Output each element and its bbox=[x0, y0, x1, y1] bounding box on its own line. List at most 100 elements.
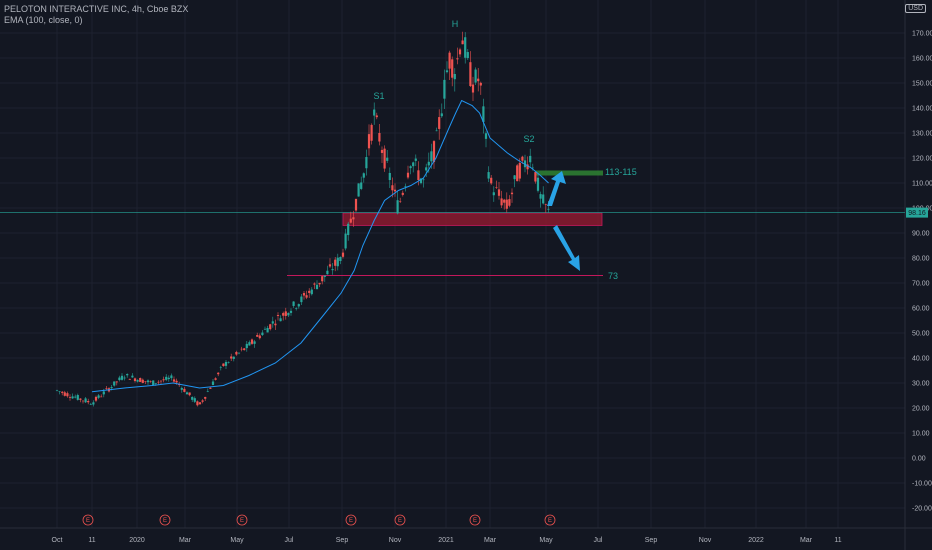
earnings-marker[interactable] bbox=[82, 514, 94, 526]
candle-body bbox=[196, 401, 199, 406]
candle-body bbox=[144, 381, 147, 382]
earnings-marker-label: E bbox=[548, 518, 552, 524]
candle-body bbox=[375, 115, 378, 118]
earnings-marker-label: E bbox=[398, 518, 402, 524]
time-tick-label: May bbox=[230, 537, 244, 544]
price-tick-label: 170.00 bbox=[912, 31, 932, 38]
candle-body bbox=[430, 151, 433, 162]
earnings-marker[interactable] bbox=[544, 514, 556, 526]
earnings-marker[interactable] bbox=[394, 514, 406, 526]
arrow-up[interactable] bbox=[547, 171, 566, 206]
price-tick-label: 160.00 bbox=[912, 56, 932, 63]
candle-body bbox=[464, 37, 467, 58]
candle-body bbox=[185, 392, 189, 395]
arrow-down[interactable] bbox=[553, 225, 580, 271]
candle-body bbox=[178, 384, 181, 386]
candle-body bbox=[357, 183, 360, 197]
target-zone[interactable] bbox=[535, 170, 603, 176]
candle-body bbox=[217, 372, 220, 375]
candle-body bbox=[94, 396, 98, 401]
support-zone[interactable] bbox=[342, 212, 603, 226]
candle-body bbox=[240, 348, 243, 350]
last-price-tag[interactable] bbox=[906, 207, 928, 218]
candle-body bbox=[477, 78, 480, 82]
time-tick-label: 11 bbox=[88, 537, 95, 544]
candle-body bbox=[235, 351, 238, 355]
candle-body bbox=[339, 257, 342, 261]
annotation-s1[interactable]: S1 bbox=[373, 91, 384, 101]
candle-body bbox=[230, 356, 233, 359]
ema-indicator-label[interactable]: EMA (100, close, 0) bbox=[4, 15, 83, 25]
time-tick-label: Mar bbox=[484, 537, 497, 544]
candle-body bbox=[471, 84, 475, 93]
annotation-target-up[interactable]: 113-115 bbox=[605, 167, 637, 177]
candle-body bbox=[362, 173, 365, 178]
candle-body bbox=[461, 40, 464, 45]
candle-body bbox=[97, 395, 100, 398]
candle-body bbox=[370, 124, 373, 141]
candle-body bbox=[399, 201, 402, 202]
earnings-marker[interactable] bbox=[159, 514, 171, 526]
earnings-marker[interactable] bbox=[469, 514, 481, 526]
time-tick-label: 2022 bbox=[748, 537, 764, 544]
candle-body bbox=[495, 187, 498, 188]
candle-body bbox=[136, 379, 139, 382]
candle-body bbox=[406, 172, 410, 178]
candle-body bbox=[383, 148, 386, 169]
candle-body bbox=[300, 296, 303, 303]
candle-body bbox=[536, 177, 540, 191]
candle-body bbox=[443, 79, 446, 99]
candle-body bbox=[500, 198, 503, 206]
price-tick-label: 40.00 bbox=[912, 356, 930, 363]
candle-body bbox=[492, 192, 495, 196]
candle-body bbox=[58, 391, 61, 392]
candle-body bbox=[271, 321, 274, 324]
candle-body bbox=[279, 318, 282, 322]
annotation-head[interactable]: H bbox=[452, 19, 459, 29]
earnings-marker[interactable] bbox=[236, 514, 248, 526]
candle-body bbox=[479, 82, 482, 86]
candle-body bbox=[92, 402, 95, 405]
candle-body bbox=[497, 189, 501, 196]
candle-body bbox=[118, 377, 121, 381]
price-tick-label: 150.00 bbox=[912, 81, 932, 88]
candle-body bbox=[113, 381, 116, 386]
candle-body bbox=[214, 378, 217, 380]
candle-body bbox=[542, 194, 545, 204]
candle-body bbox=[81, 400, 85, 402]
candle-body bbox=[149, 381, 152, 382]
candle-body bbox=[287, 312, 290, 316]
candle-body bbox=[74, 396, 77, 398]
candle-body bbox=[448, 52, 451, 69]
annotation-target-down[interactable]: 73 bbox=[608, 271, 618, 281]
candle-body bbox=[318, 282, 321, 285]
candle-body bbox=[269, 324, 272, 330]
earnings-marker[interactable] bbox=[345, 514, 357, 526]
candle-body bbox=[71, 396, 74, 399]
price-tick-label: 90.00 bbox=[912, 231, 930, 238]
currency-badge[interactable]: USD bbox=[905, 4, 926, 13]
candle-body bbox=[391, 185, 394, 191]
candle-body bbox=[206, 391, 209, 392]
time-tick-label: Jul bbox=[285, 537, 294, 544]
symbol-title[interactable]: PELOTON INTERACTIVE INC, 4h, Cboe BZX bbox=[4, 4, 189, 14]
candle-body bbox=[456, 58, 459, 60]
candle-body bbox=[87, 401, 90, 403]
candle-body bbox=[183, 388, 186, 392]
candle-body bbox=[334, 259, 337, 266]
candle-body bbox=[180, 387, 183, 390]
ema-line[interactable] bbox=[91, 99, 549, 393]
candle-body bbox=[154, 383, 157, 385]
price-tick-label: 120.00 bbox=[912, 156, 932, 163]
candle-body bbox=[295, 308, 298, 309]
candle-body bbox=[120, 375, 124, 380]
candle-body bbox=[89, 404, 92, 405]
candle-body bbox=[84, 398, 87, 403]
candle-body bbox=[409, 166, 412, 169]
candle-body bbox=[128, 378, 131, 380]
annotation-s2[interactable]: S2 bbox=[523, 134, 534, 144]
candle-body bbox=[347, 223, 350, 236]
candle-body bbox=[487, 172, 490, 179]
